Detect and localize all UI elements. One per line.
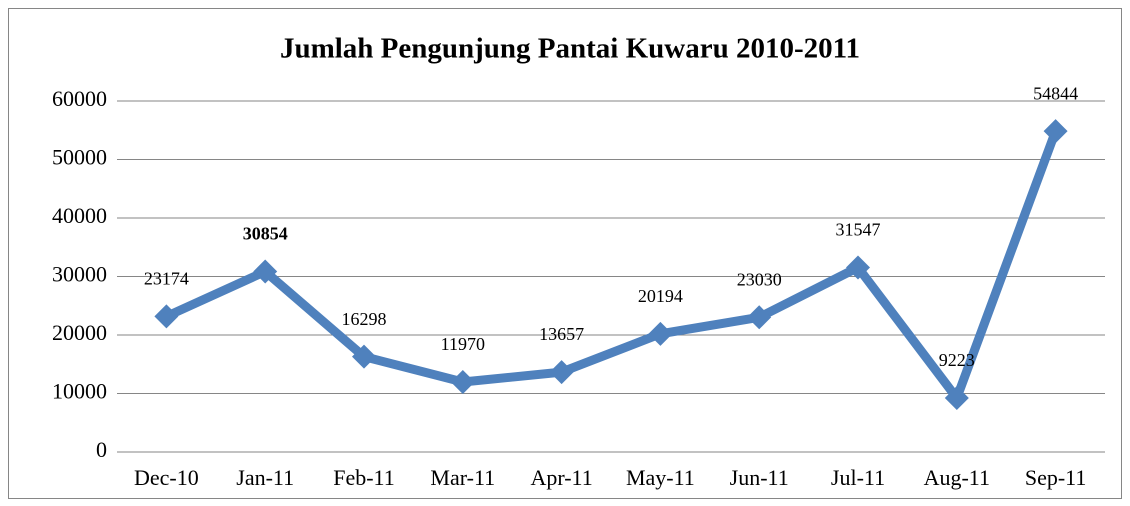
x-tick-label: Feb-11 xyxy=(333,465,395,490)
data-label: 54844 xyxy=(1033,83,1078,103)
data-label: 23174 xyxy=(144,269,189,289)
data-label: 11970 xyxy=(441,334,485,354)
x-tick-label: Aug-11 xyxy=(924,465,990,490)
data-label: 9223 xyxy=(939,350,975,370)
y-tick-label: 0 xyxy=(96,437,107,462)
x-tick-label: May-11 xyxy=(626,465,695,490)
data-point xyxy=(944,386,969,411)
data-label: 13657 xyxy=(539,324,584,344)
data-point xyxy=(648,321,673,346)
data-point xyxy=(253,259,278,284)
x-tick-label: Dec-10 xyxy=(134,465,199,490)
y-tick-label: 10000 xyxy=(52,379,107,404)
data-label: 23030 xyxy=(737,269,782,289)
chart-frame xyxy=(8,8,1122,499)
chart-title: Jumlah Pengunjung Pantai Kuwaru 2010-201… xyxy=(280,33,860,65)
data-point xyxy=(1043,119,1068,144)
data-point xyxy=(549,360,574,385)
y-tick-label: 40000 xyxy=(52,203,107,228)
x-tick-label: Jun-11 xyxy=(730,465,789,490)
y-tick-label: 20000 xyxy=(52,320,107,345)
data-point xyxy=(352,344,376,369)
x-tick-label: Sep-11 xyxy=(1025,465,1087,490)
data-label: 20194 xyxy=(638,286,683,306)
data-label: 30854 xyxy=(243,224,288,244)
data-point xyxy=(154,304,179,329)
data-point xyxy=(846,255,870,280)
x-tick-label: Jan-11 xyxy=(236,465,294,490)
x-tick-label: Apr-11 xyxy=(530,465,592,490)
data-point xyxy=(747,305,772,330)
x-tick-label: Mar-11 xyxy=(430,465,495,490)
y-tick-label: 60000 xyxy=(52,86,107,111)
data-point xyxy=(450,369,475,394)
y-tick-label: 50000 xyxy=(52,145,107,170)
x-tick-label: Jul-11 xyxy=(831,465,885,490)
data-label: 31547 xyxy=(836,220,881,240)
data-label: 16298 xyxy=(342,309,387,329)
y-tick-label: 30000 xyxy=(52,262,107,287)
data-line xyxy=(164,129,1060,403)
